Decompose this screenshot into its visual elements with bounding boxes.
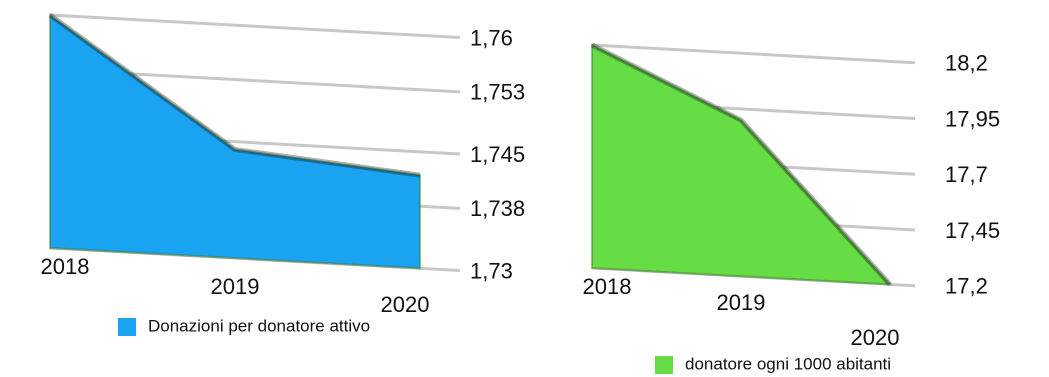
y-tick-label: 17,7 [945,162,988,187]
x-tick-label: 2020 [381,292,430,317]
area-edge [48,12,421,178]
y-tick-label: 17,2 [945,274,988,299]
grid-line [49,13,461,40]
area-edge [590,42,892,287]
legend-label: Donazioni per donatore attivo [148,316,370,335]
legend-swatch [118,318,136,336]
legend-swatch [655,356,673,374]
y-tick-label: 1,738 [470,196,525,221]
x-tick-label: 2018 [41,254,90,279]
y-tick-label: 1,745 [470,142,525,167]
x-tick-label: 2020 [851,325,900,350]
y-tick-label: 17,95 [945,106,1000,131]
y-tick-label: 17,45 [945,218,1000,243]
y-tick-label: 18,2 [945,51,988,76]
legend-label: donatore ogni 1000 abitanti [685,354,891,373]
y-tick-label: 1,76 [470,25,513,50]
y-tick-label: 1,753 [470,80,525,105]
area [49,13,421,270]
y-tick-label: 1,73 [470,258,513,283]
x-tick-label: 2018 [583,274,632,299]
grid-line [591,43,916,65]
x-tick-label: 2019 [211,274,260,299]
x-tick-label: 2019 [717,290,766,315]
area [591,43,893,286]
